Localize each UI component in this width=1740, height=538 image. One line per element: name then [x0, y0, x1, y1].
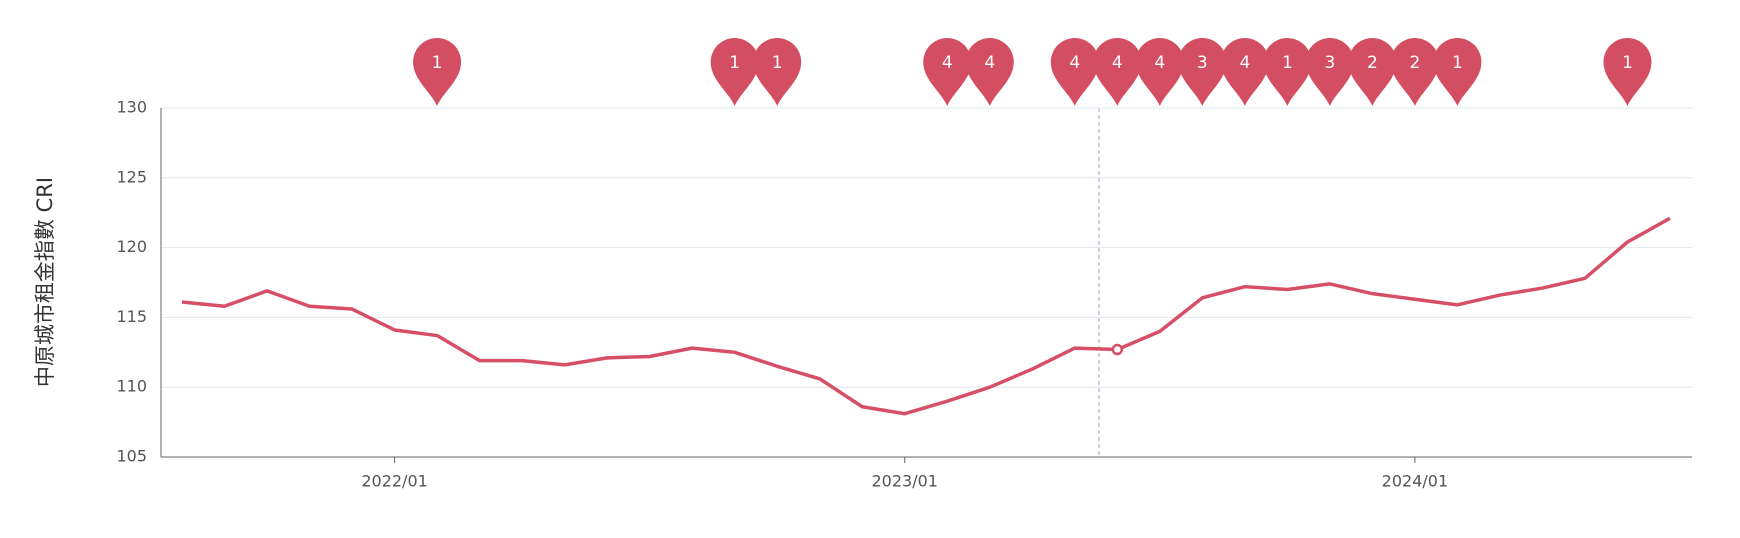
x-tick-label: 2022/01 [361, 472, 427, 491]
event-pin [413, 38, 462, 107]
pin-label: 4 [984, 53, 995, 73]
pin-label: 1 [432, 53, 443, 73]
x-tick-label: 2024/01 [1382, 472, 1448, 491]
event-pin [1093, 38, 1142, 107]
pin-label: 1 [772, 53, 783, 73]
pin-label: 4 [1112, 53, 1123, 73]
pin-label: 1 [1622, 53, 1633, 73]
pin-label: 1 [729, 53, 740, 73]
event-pin [1263, 38, 1312, 107]
y-axis-title: 中原城市租金指數 CRI [33, 177, 57, 387]
y-tick-label: 115 [116, 307, 147, 326]
pin-label: 3 [1324, 53, 1335, 73]
x-tick-label: 2023/01 [872, 472, 938, 491]
pin-label: 4 [1154, 53, 1165, 73]
highlight-point [1111, 343, 1124, 356]
event-pin [965, 38, 1014, 107]
event-pin [1390, 38, 1439, 107]
event-pin [1305, 38, 1354, 107]
pin-label: 2 [1367, 53, 1378, 73]
y-tick-label: 105 [116, 447, 147, 466]
event-pin [1603, 38, 1652, 107]
pin-label: 1 [1452, 53, 1463, 73]
event-pin [1135, 38, 1184, 107]
pin-label: 4 [1239, 53, 1250, 73]
event-pin [923, 38, 972, 107]
pin-label: 4 [1069, 53, 1080, 73]
event-pin [753, 38, 802, 107]
y-tick-label: 130 [116, 98, 147, 117]
event-pin [1348, 38, 1397, 107]
pin-label: 2 [1410, 53, 1421, 73]
event-pin [1178, 38, 1227, 107]
pin-label: 1 [1282, 53, 1293, 73]
y-tick-label: 120 [116, 237, 147, 256]
y-tick-label: 110 [116, 377, 147, 396]
event-pin [1220, 38, 1269, 107]
pin-label: 3 [1197, 53, 1208, 73]
pin-label: 4 [942, 53, 953, 73]
event-pin [1050, 38, 1099, 107]
y-tick-label: 125 [116, 167, 147, 186]
event-pin [1433, 38, 1482, 107]
line [181, 216, 1671, 416]
event-pin [710, 38, 759, 107]
